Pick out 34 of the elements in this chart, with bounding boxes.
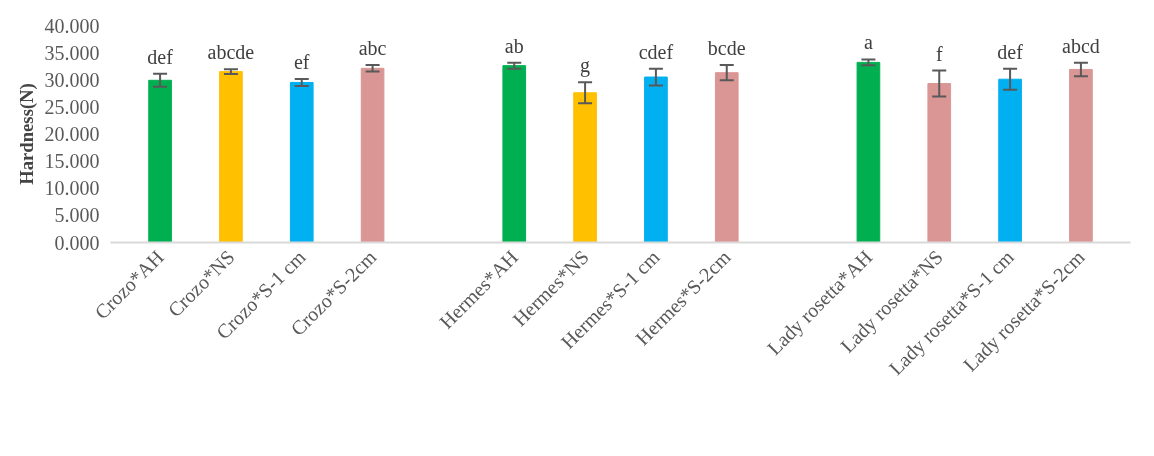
data-label: g xyxy=(580,54,591,78)
bar xyxy=(360,67,385,243)
bar xyxy=(219,71,243,243)
y-tick-label: 20.000 xyxy=(44,123,100,145)
y-tick-label: 5.000 xyxy=(54,204,100,227)
y-tick-label: 35.000 xyxy=(44,41,100,64)
bar xyxy=(856,61,881,243)
bar xyxy=(502,65,527,243)
data-label: def xyxy=(997,40,1024,63)
data-label: ef xyxy=(293,50,310,73)
y-tick-label: 10.000 xyxy=(44,177,100,200)
bar xyxy=(998,78,1022,243)
data-label: cdef xyxy=(638,40,674,63)
bar xyxy=(927,83,952,243)
data-label: f xyxy=(935,42,943,65)
data-label: def xyxy=(147,45,174,68)
y-tick-label: 40.000 xyxy=(44,14,100,37)
bar xyxy=(644,76,668,243)
bar xyxy=(714,72,739,243)
y-tick-label: 0.000 xyxy=(54,231,100,254)
data-label: a xyxy=(863,31,873,54)
bar xyxy=(573,92,597,243)
bar xyxy=(1069,68,1093,243)
bar xyxy=(148,79,172,243)
data-label: ab xyxy=(504,34,524,57)
data-label: bcde xyxy=(707,37,746,60)
y-axis-title: Hardness(N) xyxy=(15,83,38,185)
bar xyxy=(289,81,314,243)
data-label: abc xyxy=(358,37,387,60)
y-tick-label: 30.000 xyxy=(44,68,100,91)
y-tick-label: 15.000 xyxy=(44,150,100,173)
data-label: abcde xyxy=(207,41,255,64)
y-tick-label: 25.000 xyxy=(44,95,100,118)
data-label: abcd xyxy=(1062,34,1100,57)
